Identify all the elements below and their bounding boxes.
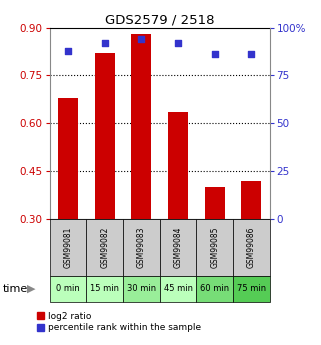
Bar <box>196 276 233 302</box>
Text: GSM99082: GSM99082 <box>100 227 109 268</box>
Text: 75 min: 75 min <box>237 284 266 294</box>
Point <box>176 40 181 46</box>
Bar <box>123 219 160 276</box>
Bar <box>233 219 270 276</box>
Text: 15 min: 15 min <box>90 284 119 294</box>
Point <box>249 52 254 57</box>
Point <box>65 48 71 53</box>
Text: 30 min: 30 min <box>127 284 156 294</box>
Title: GDS2579 / 2518: GDS2579 / 2518 <box>105 13 214 27</box>
Bar <box>168 112 188 219</box>
Text: 45 min: 45 min <box>163 284 193 294</box>
Text: 0 min: 0 min <box>56 284 80 294</box>
Bar <box>86 276 123 302</box>
Bar <box>123 276 160 302</box>
Bar <box>241 181 261 219</box>
Bar <box>196 219 233 276</box>
Bar <box>233 276 270 302</box>
Bar <box>95 53 115 219</box>
Point <box>139 36 144 42</box>
Bar <box>58 98 78 219</box>
Bar <box>160 276 196 302</box>
Point <box>102 40 107 46</box>
Bar <box>50 219 86 276</box>
Bar <box>204 187 225 219</box>
Bar <box>131 34 152 219</box>
Bar <box>86 219 123 276</box>
Text: GSM99086: GSM99086 <box>247 227 256 268</box>
Text: GSM99084: GSM99084 <box>174 227 183 268</box>
Text: ▶: ▶ <box>27 284 36 294</box>
Text: 60 min: 60 min <box>200 284 229 294</box>
Point <box>212 52 217 57</box>
Text: GSM99083: GSM99083 <box>137 227 146 268</box>
Text: GSM99085: GSM99085 <box>210 227 219 268</box>
Bar <box>160 219 196 276</box>
Legend: log2 ratio, percentile rank within the sample: log2 ratio, percentile rank within the s… <box>37 312 202 332</box>
Bar <box>50 276 86 302</box>
Text: GSM99081: GSM99081 <box>64 227 73 268</box>
Text: time: time <box>3 284 29 294</box>
